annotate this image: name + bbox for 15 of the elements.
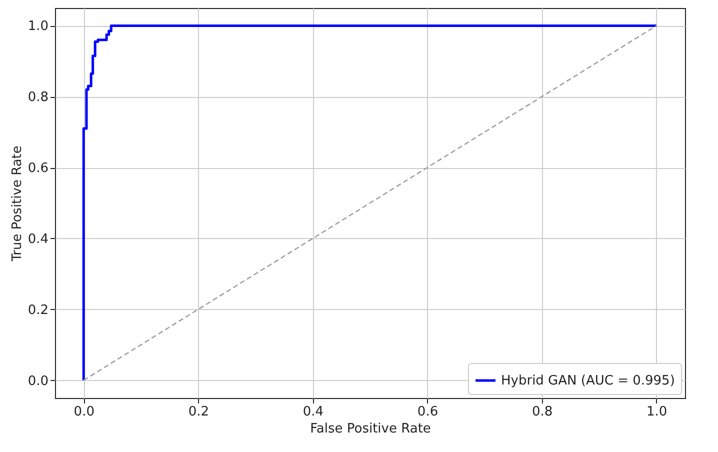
legend-label: Hybrid GAN (AUC = 0.995) xyxy=(501,374,675,388)
x-tick-label: 0.0 xyxy=(74,404,94,420)
y-tick-label: 0.6 xyxy=(28,161,48,176)
y-tick-label: 0.2 xyxy=(28,302,48,318)
y-tick-label: 1.0 xyxy=(28,19,48,34)
x-tick-label: 0.2 xyxy=(188,404,210,420)
y-tick-label: 0.0 xyxy=(28,374,48,389)
x-tick-label: 0.6 xyxy=(417,404,438,420)
x-axis-title: False Positive Rate xyxy=(310,422,431,436)
y-tick-label: 0.4 xyxy=(28,232,48,247)
x-tick-label: 0.4 xyxy=(302,404,324,420)
x-tick-label: 1.0 xyxy=(646,404,668,420)
x-tick-label: 0.8 xyxy=(532,404,553,420)
y-axis-title: True Positive Rate xyxy=(10,146,25,262)
y-tick-label: 0.8 xyxy=(28,90,48,106)
